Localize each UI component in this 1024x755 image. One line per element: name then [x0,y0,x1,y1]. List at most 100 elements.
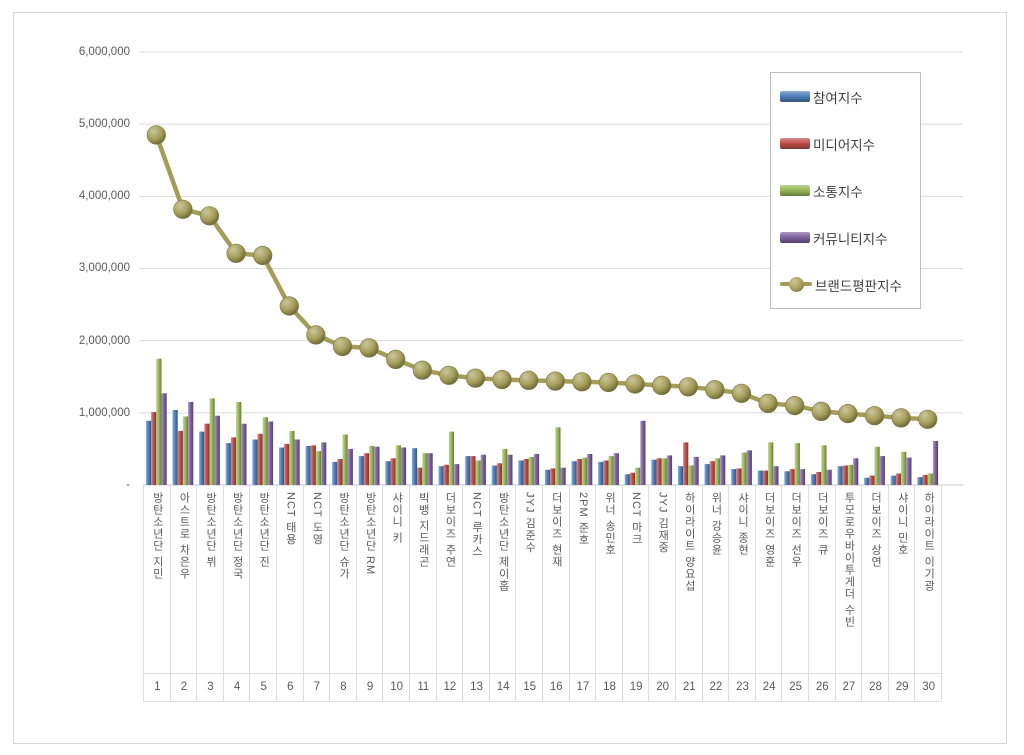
category-cell: 방탄소년단 정국 4 [222,485,251,701]
bar-participation [837,466,843,485]
bar-community [400,447,407,485]
bar-communication [369,446,375,485]
bar-media [151,412,157,485]
bar-community [613,453,619,485]
brand-index-marker [731,383,752,403]
category-rank: 12 [443,681,457,693]
category-cell: 방탄소년단 RM 9 [355,485,384,701]
category-cell: 방탄소년단 진 5 [249,485,277,701]
category-cell: 더보이즈 상연 28 [861,485,889,701]
category-rank: 16 [549,681,563,693]
category-rank: 7 [313,681,321,693]
legend-swatch-brand [780,277,812,292]
bar-communication [901,451,907,485]
brand-index-marker [572,372,592,392]
bar-participation [172,409,178,485]
bar-communication [714,458,721,485]
bar-media [204,423,210,485]
bar-community [826,469,832,485]
bar-communication [741,452,747,485]
bar-communication [236,402,242,485]
bar-community [427,453,433,485]
bar-media [629,472,636,485]
brand-index-marker [173,199,193,219]
category-cell: 더보이즈 선우 25 [781,485,809,701]
category-rank: 5 [260,681,267,693]
bar-communication [768,442,774,485]
bar-community [906,457,912,485]
bar-communication [688,465,694,485]
bar-communication [581,457,588,485]
y-axis-tick-label: - [126,479,130,491]
bar-participation [864,477,870,485]
bar-media [789,469,795,485]
bar-community [932,441,939,485]
bar-participation [677,466,684,485]
category-cell: NCT 도영 7 [302,485,331,701]
brand-index-marker [412,360,432,380]
category-rank: 25 [789,681,803,693]
bar-communication [927,473,933,485]
brand-index-marker [386,349,406,370]
category-cell: 투모로우바이투게더 수빈 27 [834,485,863,701]
category-label: 위너 송민호 [603,492,616,557]
legend-item: 소통지수 [771,167,920,214]
bar-community [640,420,646,485]
bar-participation [731,469,737,485]
bar-participation [385,461,391,485]
category-rank: 15 [523,681,537,693]
bar-media [310,445,316,485]
category-cell: 방탄소년단 지민 1 [143,485,171,701]
legend-item: 브랜드평판지수 [771,261,920,308]
category-cell: 더보이즈 현재 16 [542,485,570,701]
bar-communication [555,427,561,485]
brand-index-marker [199,206,220,226]
category-label: 더보이즈 큐 [816,492,829,557]
bar-media [656,458,662,485]
bar-media [470,456,476,485]
category-cell: 더보이즈 큐 26 [808,485,836,701]
legend-label: 미디어지수 [813,137,876,153]
category-label: 하이라이트 양요섭 [683,492,696,593]
bar-participation [145,420,152,485]
category-rank: 2 [180,681,188,693]
category-label: NCT 태용 [284,492,297,546]
category-table-border [941,485,942,701]
bar-community [666,455,673,485]
y-axis-tick-label: 1,000,000 [78,406,130,419]
legend-swatch-media [780,138,810,149]
bar-participation [225,443,231,485]
category-rank: 8 [340,681,347,693]
legend-swatch-communication [780,185,810,196]
brand-index-marker [705,380,725,400]
category-rank: 26 [815,681,829,693]
bar-community [374,446,380,485]
category-label: 샤이니 종현 [736,492,749,557]
y-axis-tick-label: 6,000,000 [78,45,130,58]
category-label: JYJ 김재중 [656,492,669,554]
legend-swatch-participation [780,91,810,102]
bar-communication [475,460,481,485]
brand-index-marker [625,374,645,394]
bar-media [417,467,423,485]
bar-communication [528,456,534,485]
category-label: 더보이즈 영훈 [763,492,776,569]
bar-media [284,443,290,485]
bar-community [879,456,885,485]
category-rank: 28 [869,681,882,693]
bar-media [816,472,822,485]
brand-index-marker [279,296,299,316]
bar-communication [635,467,641,485]
category-cell: 방탄소년단 뷔 3 [196,485,224,701]
category-label: 방탄소년단 슈가 [337,492,350,581]
category-cell: 하이라이트 이기광 30 [914,485,942,701]
bar-community [853,458,859,485]
bar-communication [315,451,322,485]
brand-index-marker [891,408,911,428]
bar-participation [544,469,551,485]
bar-participation [411,448,418,485]
bar-media [443,464,449,485]
category-cell: 더보이즈 주연 12 [435,485,464,701]
legend-item: 미디어지수 [771,120,920,167]
legend: 참여지수 미디어지수 소통지수 커뮤니티지수 브랜드평판지수 [770,72,921,309]
